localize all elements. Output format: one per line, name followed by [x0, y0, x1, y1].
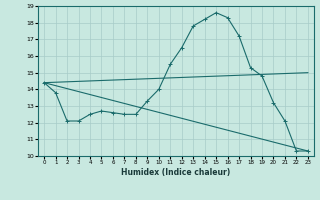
X-axis label: Humidex (Indice chaleur): Humidex (Indice chaleur): [121, 168, 231, 177]
